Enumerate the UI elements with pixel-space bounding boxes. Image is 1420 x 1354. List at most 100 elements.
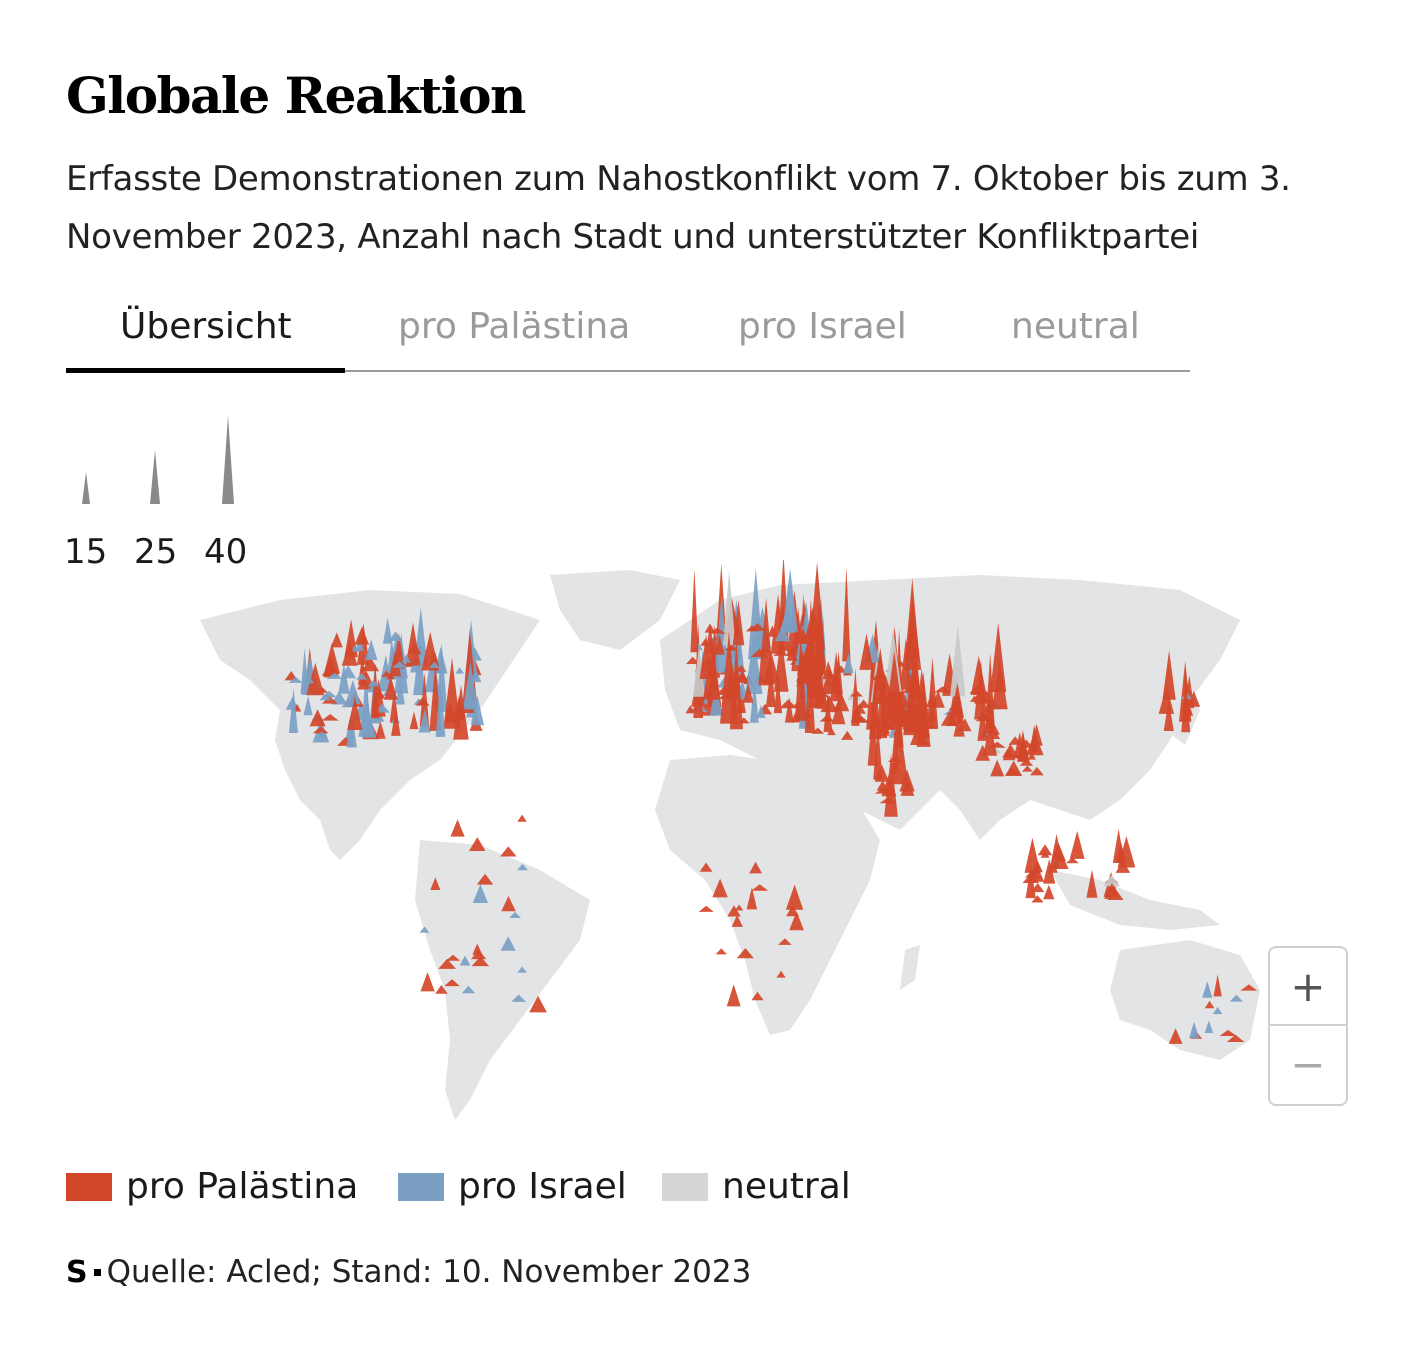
zoom-control: + − xyxy=(1268,946,1348,1106)
demonstration-spike xyxy=(773,635,789,692)
demonstration-spike xyxy=(1066,857,1079,864)
demonstration-spike xyxy=(371,663,380,719)
demonstration-spike xyxy=(501,896,516,912)
demonstration-spike xyxy=(850,690,864,697)
legend-item-neutral: neutral xyxy=(662,1166,851,1207)
demonstration-spike xyxy=(690,568,699,653)
demonstration-spike xyxy=(445,954,461,961)
demonstration-spike xyxy=(1219,1029,1237,1036)
demonstration-spike xyxy=(913,668,930,739)
demonstration-spike xyxy=(794,635,807,721)
demonstration-spike xyxy=(462,661,478,710)
demonstration-spike xyxy=(1163,700,1174,731)
demonstration-spike xyxy=(859,633,874,670)
demonstration-spike xyxy=(338,663,350,694)
world-map[interactable] xyxy=(160,560,1320,1140)
demonstration-spike xyxy=(703,638,720,700)
demonstration-spike xyxy=(977,703,988,741)
demonstration-spike xyxy=(750,648,769,657)
demonstration-spike xyxy=(778,938,792,945)
demonstration-spike xyxy=(421,631,440,671)
demonstration-spike xyxy=(873,647,887,691)
demonstration-spike xyxy=(345,680,361,705)
demonstration-spike xyxy=(304,676,315,684)
demonstration-spike xyxy=(362,693,373,734)
demonstration-spike xyxy=(708,627,726,634)
demonstration-spike xyxy=(841,730,854,740)
demonstration-spike xyxy=(776,970,786,978)
demonstration-spike xyxy=(1187,691,1201,707)
demonstration-spike xyxy=(461,985,476,994)
demonstration-spike xyxy=(1043,858,1056,884)
publisher-logo: S xyxy=(66,1254,88,1290)
demonstration-spike xyxy=(418,709,431,733)
demonstration-spike xyxy=(950,682,964,718)
demonstration-spike xyxy=(388,631,403,641)
demonstration-spike xyxy=(436,642,448,712)
demonstration-spike xyxy=(1086,869,1098,898)
land-madagascar xyxy=(900,945,920,990)
demonstration-spike xyxy=(723,570,736,646)
scale-spike-40 xyxy=(222,416,234,504)
demonstration-spike xyxy=(1189,1021,1200,1039)
demonstration-spike xyxy=(785,884,804,910)
demonstration-spike xyxy=(375,721,386,739)
demonstration-spike xyxy=(749,861,762,874)
demonstration-spike xyxy=(529,995,547,1013)
demonstration-spike xyxy=(391,707,401,736)
legend-swatch-pro-israel xyxy=(398,1172,444,1201)
demonstration-spike xyxy=(509,911,521,918)
scale-label-40: 40 xyxy=(204,532,248,572)
demonstration-spike xyxy=(1017,730,1029,762)
demonstration-spike xyxy=(405,622,421,666)
demonstration-spike xyxy=(459,955,471,966)
demonstration-spike xyxy=(389,650,402,677)
scale-spike-25 xyxy=(150,450,160,504)
land-indonesia xyxy=(1050,870,1220,930)
tab-pro-israel[interactable]: pro Israel xyxy=(738,306,907,347)
demonstration-spike xyxy=(750,678,759,723)
demonstration-spike xyxy=(1037,844,1053,856)
demonstration-spike xyxy=(455,667,465,674)
legend-label-pro-palestine: pro Palästina xyxy=(126,1166,359,1207)
demonstration-spike xyxy=(1204,1020,1214,1033)
demonstration-spike xyxy=(1212,1006,1223,1015)
tab-bar: Übersicht pro Palästina pro Israel neutr… xyxy=(66,296,1190,373)
demonstration-spike xyxy=(472,884,488,903)
demonstration-spike xyxy=(779,699,798,709)
scale-label-15: 15 xyxy=(64,532,108,572)
demonstration-spike xyxy=(765,666,776,707)
zoom-in-button[interactable]: + xyxy=(1270,948,1346,1026)
demonstration-spike xyxy=(434,665,448,674)
demonstration-spike xyxy=(356,672,368,680)
demonstration-spike xyxy=(511,994,526,1002)
demonstration-spike xyxy=(453,684,469,740)
land-africa xyxy=(655,755,880,1035)
demonstration-spike xyxy=(905,578,920,660)
demonstration-spike xyxy=(842,566,851,662)
size-scale-legend: 15 25 40 xyxy=(62,410,272,572)
land-greenland xyxy=(550,570,680,650)
demonstration-spike xyxy=(303,695,313,716)
tab-pro-palestine[interactable]: pro Palästina xyxy=(398,306,631,347)
demonstration-spike xyxy=(751,991,764,1001)
demonstration-spike xyxy=(867,706,879,766)
demonstration-spike xyxy=(401,654,411,663)
demonstration-spike xyxy=(823,691,833,732)
zoom-out-button[interactable]: − xyxy=(1290,1039,1326,1089)
tab-neutral[interactable]: neutral xyxy=(1011,306,1140,347)
active-tab-indicator xyxy=(66,368,345,373)
demonstration-spike xyxy=(1051,842,1066,862)
demonstration-spike xyxy=(873,723,883,780)
tab-overview[interactable]: Übersicht xyxy=(120,306,292,347)
demonstration-spike xyxy=(1106,883,1118,894)
demonstration-spike xyxy=(990,759,1005,777)
demonstration-spike xyxy=(685,705,696,714)
demonstration-spike xyxy=(419,926,430,933)
demonstration-spike xyxy=(428,661,440,668)
demonstration-spike xyxy=(876,671,888,739)
demonstration-spike xyxy=(312,726,329,734)
demonstration-spike xyxy=(698,905,714,912)
demonstration-spike xyxy=(326,672,343,679)
demonstration-spike xyxy=(843,652,854,674)
